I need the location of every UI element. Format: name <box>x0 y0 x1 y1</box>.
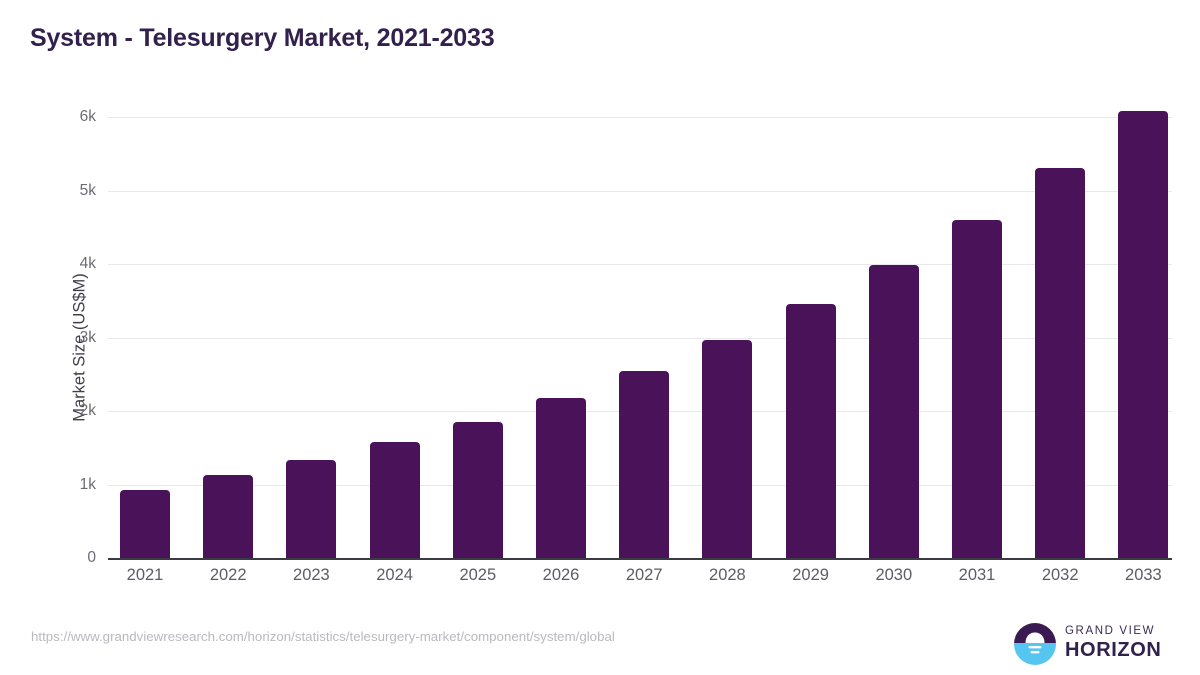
gridline <box>108 190 1172 192</box>
x-tick-label: 2023 <box>293 566 330 584</box>
bar[interactable] <box>702 339 753 558</box>
x-tick-label: 2029 <box>792 566 829 584</box>
x-tick-label: 2022 <box>209 566 247 584</box>
x-tick-label: 2033 <box>1125 566 1162 584</box>
bar[interactable] <box>785 304 836 558</box>
gridline <box>108 264 1172 265</box>
bar[interactable] <box>1035 168 1086 558</box>
y-tick-label: 2k <box>79 402 96 419</box>
y-tick-label: 1k <box>79 475 96 493</box>
bar[interactable] <box>536 397 586 558</box>
x-tick-label: 2032 <box>1041 566 1079 584</box>
logo-text-bottom: HORIZON <box>1065 639 1162 661</box>
y-tick-label: 5k <box>79 181 96 199</box>
bar[interactable] <box>120 489 170 558</box>
x-tick-label: 2026 <box>542 566 580 584</box>
x-tick-label: 2028 <box>709 566 746 584</box>
horizon-logo-icon <box>1014 623 1056 665</box>
x-axis-line <box>108 558 1172 560</box>
x-tick-label: 2024 <box>376 566 413 584</box>
x-tick-label: 2021 <box>126 566 164 584</box>
bar[interactable] <box>868 264 919 558</box>
y-tick-label: 3k <box>79 328 96 346</box>
x-tick-label: 2030 <box>875 566 913 584</box>
x-tick-label: 2031 <box>958 566 996 584</box>
bar[interactable] <box>1118 111 1169 558</box>
bar[interactable] <box>203 474 254 558</box>
y-tick-label: 4k <box>79 255 96 272</box>
page-title: System - Telesurgery Market, 2021-2033 <box>30 24 495 52</box>
x-tick-label: 2027 <box>625 566 663 584</box>
gridline <box>108 117 1172 118</box>
y-tick-label: 6k <box>79 108 96 125</box>
y-tick-label: 0 <box>87 549 96 566</box>
logo-text-top: GRAND VIEW <box>1065 625 1156 637</box>
plot-area <box>108 111 1172 558</box>
bar[interactable] <box>452 422 503 558</box>
bar[interactable] <box>369 441 420 558</box>
bar[interactable] <box>286 459 337 558</box>
brand-logo[interactable]: GRAND VIEW HORIZON <box>1013 621 1173 667</box>
logo-text: GRAND VIEW HORIZON <box>1065 624 1161 662</box>
x-tick-label: 2025 <box>459 566 497 584</box>
gridline <box>108 337 1172 339</box>
bar[interactable] <box>952 219 1002 558</box>
source-url[interactable]: https://www.grandviewresearch.com/horizo… <box>31 629 615 644</box>
bar[interactable] <box>619 370 670 558</box>
